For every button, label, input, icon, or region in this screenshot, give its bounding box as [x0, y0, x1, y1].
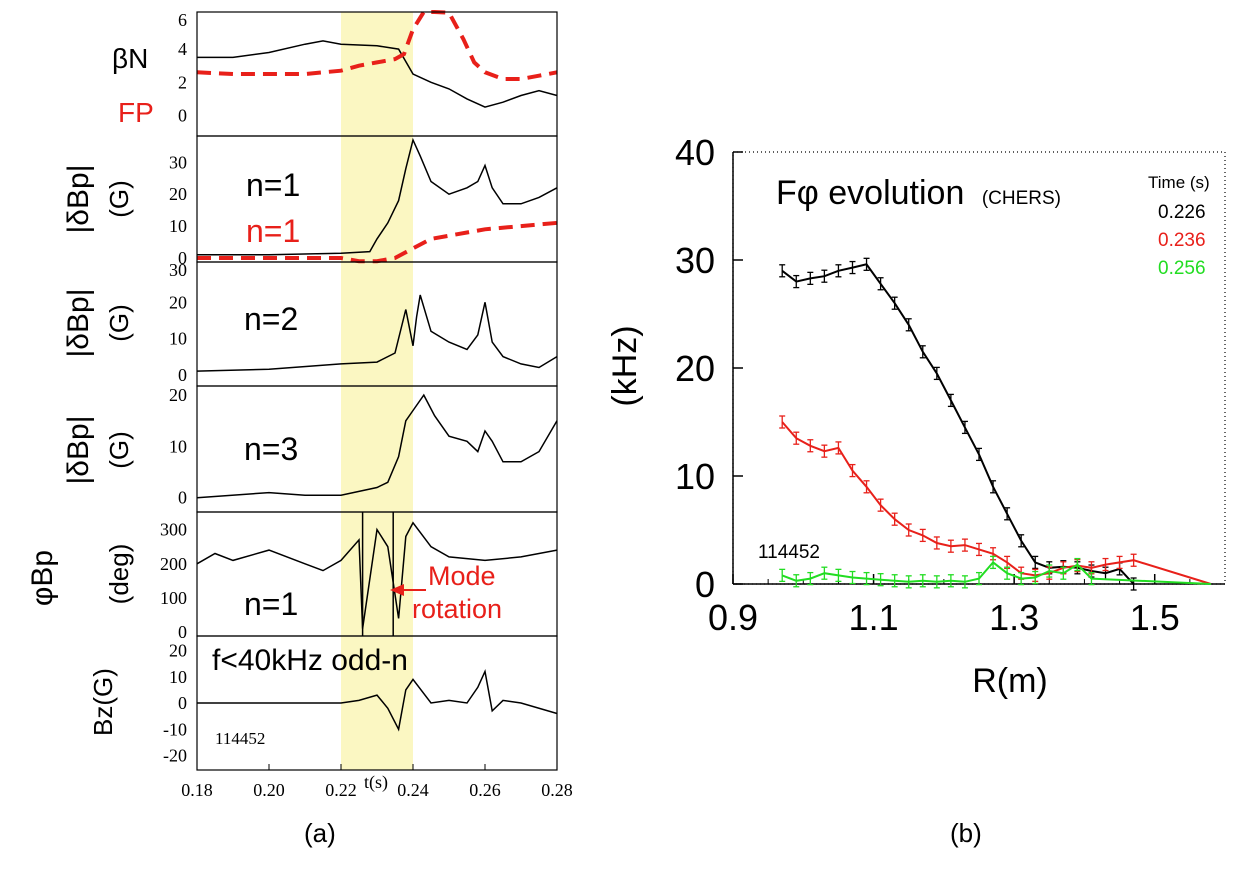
panel-a-caption: (a) [304, 818, 336, 848]
panel-a-xtick-label: 0.22 [325, 780, 357, 800]
row2-ylabel-dbp: |δBp| [62, 165, 95, 234]
phase-n1-annotation: n=1 [244, 586, 298, 622]
n1-black-annotation: n=1 [246, 167, 300, 203]
row5-ylabel-unit: (deg) [104, 544, 134, 605]
bz-annotation: f<40kHz odd-n [212, 644, 408, 677]
trace-n-1-phase [196, 521, 558, 629]
panel-a-row-6-ytick: -10 [163, 719, 187, 739]
panel-b-ytick-label: 40 [675, 132, 715, 173]
panel-a-xtick-label: 0.20 [253, 780, 285, 800]
panel-a-row-5-ytick: 300 [160, 520, 187, 540]
f-p-label: FP [118, 97, 154, 128]
panel-a-row-5-ytick: 100 [160, 588, 187, 608]
legend-entry-0.256: 0.256 [1158, 258, 1206, 279]
panel-b-title-main: Fφ evolution [776, 174, 964, 212]
panel-b-ytick-label: 30 [675, 240, 715, 281]
panel-a-row-1-ytick: 4 [178, 39, 187, 59]
shaded-interval [341, 12, 413, 770]
panel-b-ytick-label: 10 [675, 456, 715, 497]
panel-b-frame [732, 151, 1226, 585]
panel-b-shot-label: 114452 [758, 542, 820, 563]
panel-a-row-6-frame [196, 635, 558, 771]
panel-a-row-2-ytick: 20 [169, 184, 187, 204]
legend-title: Time (s) [1148, 173, 1210, 192]
panel-b-title: Fφ evolution (CHERS) [776, 174, 1061, 212]
panel-b: 0 10 20 30 40 0.9 1.1 1.3 1.5 Fφ evolution (CHER… [606, 132, 1226, 848]
panel-a: 64203020100302010020100300200100020100-1… [26, 10, 573, 848]
panel-a-row-3-ytick: 0 [178, 365, 187, 385]
panel-b-series [779, 257, 1212, 591]
n1-red-annotation: n=1 [246, 213, 300, 249]
panel-b-axes: 0 10 20 30 40 0.9 1.1 1.3 1.5 [675, 132, 1226, 638]
panel-a-row-5-ytick: 200 [160, 554, 187, 574]
panel-b-xtick-label: 1.5 [1130, 597, 1180, 638]
trace-n-3 [196, 393, 558, 499]
trace-n-2 [196, 294, 558, 372]
panel-a-shot-label: 114452 [215, 729, 265, 748]
row3-ylabel-unit: (G) [104, 304, 134, 342]
panel-a-row-6-ytick: 20 [169, 641, 187, 661]
rotation-annotation: rotation [412, 594, 502, 624]
panel-b-caption: (b) [950, 818, 982, 848]
panel-a-row-2-ytick: 10 [169, 216, 187, 236]
panel-a-xtick-label: 0.28 [541, 780, 573, 800]
panel-b-ytick-label: 20 [675, 348, 715, 389]
panel-a-xtick-label: 0.26 [469, 780, 501, 800]
panel-b-legend: 0.226 0.236 0.256 [1158, 202, 1206, 279]
trace--n [197, 40, 558, 108]
legend-entry-0.236: 0.236 [1158, 230, 1206, 251]
n2-annotation: n=2 [244, 301, 298, 337]
series-line-0.226 [781, 263, 1135, 585]
panel-a-row-3-ytick: 30 [169, 260, 187, 280]
panel-a-row-6-ytick: 10 [169, 667, 187, 687]
panel-b-x-label: R(m) [972, 662, 1048, 700]
trace-n-1-black- [197, 137, 558, 256]
panel-a-row-1-ytick: 0 [178, 105, 187, 125]
mode-annotation: Mode [428, 561, 496, 591]
series-line-0.256 [781, 561, 1211, 585]
panel-a-row-2-ytick: 30 [169, 152, 187, 172]
row6-ylabel-bz: Bz(G) [88, 668, 118, 736]
row2-ylabel-unit: (G) [104, 180, 134, 218]
panel-a-x-ticks: 0.18 0.20 0.22 0.24 0.26 0.28 [181, 764, 573, 800]
panel-b-title-sub: (CHERS) [982, 188, 1061, 209]
row4-ylabel-dbp: |δBp| [62, 416, 95, 485]
n3-annotation: n=3 [244, 431, 298, 467]
panel-a-row-4-ytick: 0 [178, 488, 187, 508]
panel-a-row-4-ytick: 20 [169, 385, 187, 405]
mode-rotation-arrowhead [390, 584, 404, 596]
panel-a-traces [196, 10, 558, 732]
panel-a-row-5-ytick: 0 [178, 622, 187, 642]
panel-a-row-4-ytick: 10 [169, 436, 187, 456]
trace-f-40khz-odd-n [197, 669, 558, 732]
row4-ylabel-unit: (G) [104, 431, 134, 469]
series-line-0.236 [781, 421, 1212, 585]
legend-entry-0.226: 0.226 [1158, 202, 1206, 223]
trace-n-1-red- [197, 220, 558, 264]
panel-a-xtick-label: 0.24 [397, 780, 429, 800]
panel-b-xtick-label: 0.9 [708, 597, 758, 638]
panel-b-y-label: (kHz) [606, 325, 644, 406]
panel-a-row-1-ytick: 6 [178, 10, 187, 30]
panel-a-row-3-ytick: 20 [169, 292, 187, 312]
panel-a-row-3-ytick: 10 [169, 329, 187, 349]
panel-a-xtick-label: 0.18 [181, 780, 213, 800]
panel-a-frames: 64203020100302010020100300200100020100-1… [160, 10, 558, 771]
panel-a-x-label: t(s) [364, 772, 388, 793]
panel-b-xtick-label: 1.1 [849, 597, 899, 638]
panel-b-ytick-label: 0 [695, 564, 715, 605]
panel-a-row-6-ytick: -20 [163, 746, 187, 766]
panel-b-xtick-label: 1.3 [989, 597, 1039, 638]
row5-ylabel-phi: φBp [26, 550, 59, 606]
panel-a-row-1-ytick: 2 [178, 72, 187, 92]
trace-fp [196, 10, 558, 81]
row3-ylabel-dbp: |δBp| [62, 289, 95, 358]
panel-a-row-2-ytick: 0 [178, 248, 187, 268]
panel-a-row-6-ytick: 0 [178, 693, 187, 713]
beta-n-label: βN [112, 43, 148, 74]
